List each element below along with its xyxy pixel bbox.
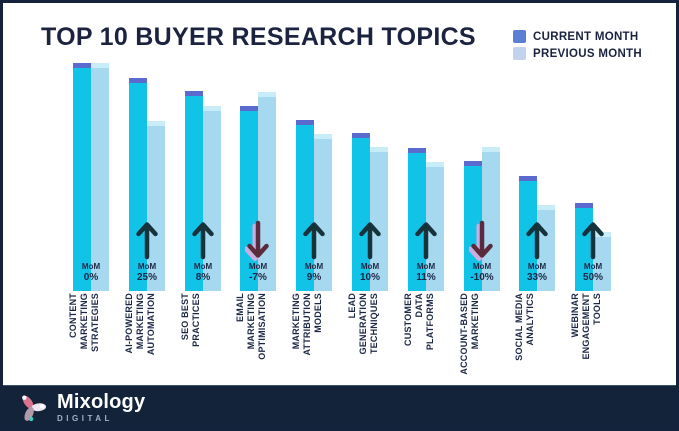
mom-value: 8% <box>195 272 211 283</box>
mom-up-arrow-icon <box>301 218 327 262</box>
bar-previous-month <box>258 92 276 291</box>
mom-up-arrow-icon <box>580 218 606 262</box>
mom-value: 25% <box>136 272 157 283</box>
bar-previous-month <box>370 147 388 291</box>
logo-dot-bottom <box>28 416 34 422</box>
category-label: WEBINAR ENGAGEMENT TOOLS <box>570 293 602 360</box>
mom-change-label: MoM 25% <box>119 262 175 284</box>
mom-value: 0% <box>83 272 99 283</box>
legend-swatch-previous-icon <box>513 47 526 60</box>
bar-previous-month <box>203 106 221 291</box>
brand-logo: Mixology DIGITAL <box>15 390 145 424</box>
mom-up-arrow-icon <box>190 218 216 262</box>
mom-value: -10% <box>470 272 494 283</box>
bar-current-month <box>73 63 91 291</box>
bar-previous-cap <box>426 162 444 167</box>
mom-down-arrow-icon <box>468 218 495 262</box>
bar-current-cap <box>408 148 426 153</box>
bar-current-month <box>575 203 593 291</box>
page-title: TOP 10 BUYER RESEARCH TOPICS <box>41 23 476 51</box>
mom-change-label: MoM 11% <box>398 262 454 284</box>
mom-prefix: MoM <box>193 262 213 271</box>
bar-previous-cap <box>258 92 276 97</box>
mom-prefix: MoM <box>472 262 492 271</box>
bar-previous-month <box>314 134 332 291</box>
chart-legend: CURRENT MONTH PREVIOUS MONTH <box>513 30 642 60</box>
legend-swatch-current-icon <box>513 30 526 43</box>
bar-current-month <box>296 120 314 291</box>
bar-previous-cap <box>482 147 500 152</box>
bar-previous-month <box>482 147 500 291</box>
bar-current-cap <box>129 78 147 83</box>
mom-prefix: MoM <box>304 262 324 271</box>
legend-label-current: CURRENT MONTH <box>533 30 639 43</box>
mom-prefix: MoM <box>137 262 157 271</box>
bar-previous-cap <box>203 106 221 111</box>
mom-prefix: MoM <box>81 262 101 271</box>
mom-up-arrow-icon <box>357 218 383 262</box>
bar-previous-cap <box>370 147 388 152</box>
legend-item-previous: PREVIOUS MONTH <box>513 47 642 60</box>
bar-previous-month <box>426 162 444 291</box>
bar-previous-cap <box>537 205 555 210</box>
bar-current-cap <box>73 63 91 68</box>
mom-value: 10% <box>359 272 380 283</box>
bar-current-month <box>129 78 147 291</box>
mom-up-arrow-icon <box>413 218 439 262</box>
mom-up-arrow-icon <box>134 218 160 262</box>
mom-value: 33% <box>526 272 547 283</box>
bar-previous-cap <box>91 63 109 68</box>
bar-current-cap <box>519 176 537 181</box>
mom-prefix: MoM <box>248 262 268 271</box>
mom-down-arrow-icon <box>244 218 271 262</box>
mom-prefix: MoM <box>416 262 436 271</box>
brand-text: Mixology DIGITAL <box>57 392 145 423</box>
bar-current-cap <box>352 133 370 138</box>
mixology-logo-icon <box>22 395 47 422</box>
mom-value: 50% <box>582 272 603 283</box>
mom-up-arrow-icon <box>524 218 550 262</box>
mom-change-label: MoM 33% <box>509 262 565 284</box>
mom-change-label: MoM 8% <box>175 262 231 284</box>
logo-dot-top <box>22 395 27 400</box>
mom-change-label: MoM -10% <box>454 262 510 284</box>
brand-name: Mixology <box>57 390 146 413</box>
bar-current-month <box>185 91 203 291</box>
mom-change-label: MoM 9% <box>286 262 342 284</box>
bar-previous-cap <box>314 134 332 139</box>
bar-current-cap <box>240 106 258 111</box>
mom-value: 11% <box>416 272 436 283</box>
chart-area: MoM 0% CONTENT MARKETING STRATEGIES MoM 25% A… <box>3 3 676 391</box>
bar-previous-month <box>91 63 109 291</box>
category-label-wrap: WEBINAR ENGAGEMENT TOOLS <box>545 293 641 389</box>
bar-current-month <box>352 133 370 291</box>
mom-change-label: MoM -7% <box>230 262 286 284</box>
logo-dot-right <box>39 403 45 409</box>
legend-label-previous: PREVIOUS MONTH <box>533 47 642 60</box>
mom-change-label: MoM 0% <box>63 262 119 284</box>
bar-current-cap <box>185 91 203 96</box>
bar-current-cap <box>464 161 482 166</box>
mom-prefix: MoM <box>583 262 603 271</box>
mom-prefix: MoM <box>527 262 547 271</box>
bar-previous-cap <box>147 121 165 126</box>
legend-item-current: CURRENT MONTH <box>513 30 642 43</box>
bar-current-cap <box>575 203 593 208</box>
footer-bar: Mixology DIGITAL <box>3 385 676 428</box>
mom-prefix: MoM <box>360 262 380 271</box>
mom-change-label: MoM 10% <box>342 262 398 284</box>
bar-current-cap <box>296 120 314 125</box>
mom-change-label: MoM 50% <box>565 262 621 284</box>
mom-value: 9% <box>306 272 322 283</box>
brand-subtitle: DIGITAL <box>57 413 113 423</box>
bar-current-month <box>408 148 426 291</box>
bar-previous-month <box>147 121 165 291</box>
mom-value: -7% <box>249 272 267 283</box>
